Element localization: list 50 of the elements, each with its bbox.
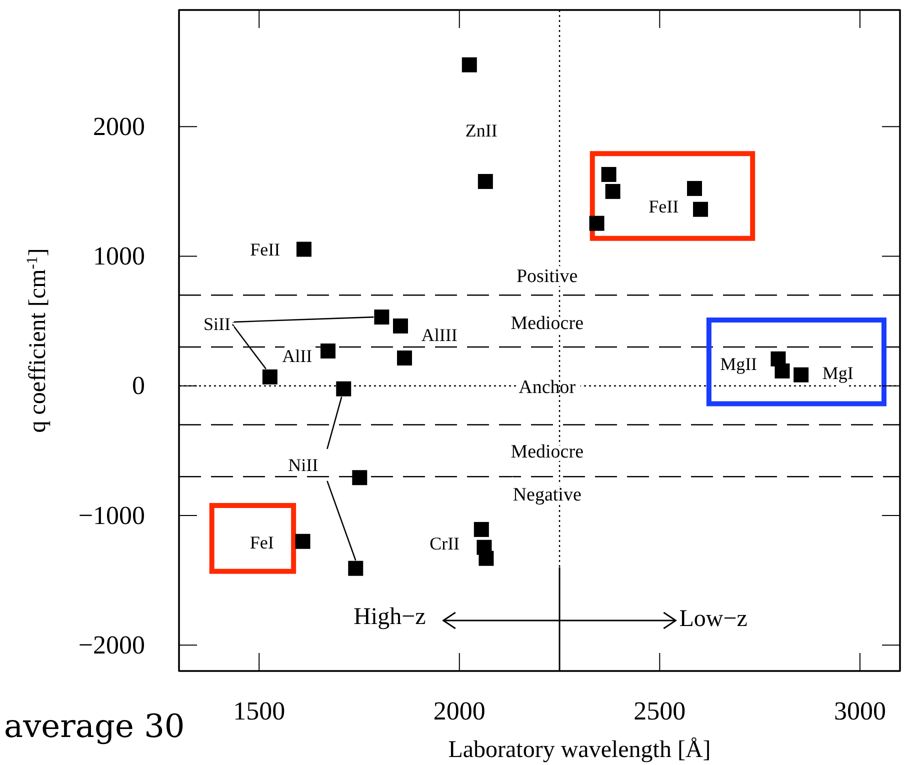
annotation: Low−z xyxy=(679,606,748,632)
annotation: Positive xyxy=(516,266,578,288)
x-tick-label: 3000 xyxy=(834,696,886,726)
x-tick-label: 2000 xyxy=(433,696,486,726)
point xyxy=(478,550,494,566)
point xyxy=(320,344,336,358)
y-tick-label: −1000 xyxy=(78,500,145,530)
point xyxy=(794,367,809,382)
point xyxy=(601,166,616,182)
point xyxy=(589,216,604,231)
point xyxy=(352,470,368,486)
x-tick-label: 1500 xyxy=(233,696,286,726)
annotation: Negative xyxy=(512,484,582,506)
annotation: FeI xyxy=(250,532,274,552)
point xyxy=(348,560,364,576)
annotation: FeII xyxy=(648,196,679,216)
point xyxy=(397,350,412,366)
annotation: NiII xyxy=(288,454,318,475)
annotation: AlIII xyxy=(421,325,458,346)
annotation: AlII xyxy=(282,346,312,366)
annotation: MgI xyxy=(822,362,854,383)
annotation: SiII xyxy=(204,314,231,334)
x-axis-title: Laboratory wavelength [Å] xyxy=(448,737,711,763)
x-tick-label: 2500 xyxy=(634,696,686,726)
annotation: FeII xyxy=(250,239,280,260)
point xyxy=(474,522,489,537)
point xyxy=(605,184,620,199)
point xyxy=(462,57,477,72)
point xyxy=(295,534,310,549)
annotation: Mediocre xyxy=(510,442,584,463)
y-tick-label: 1000 xyxy=(93,242,145,271)
point xyxy=(262,369,278,384)
point xyxy=(296,242,312,257)
y-tick-label: 0 xyxy=(132,371,145,400)
point xyxy=(336,381,352,396)
annotation: MgII xyxy=(720,354,758,374)
text: average 30 xyxy=(4,707,185,745)
annotation: ZnII xyxy=(465,120,498,141)
ref-line-label: Anchor xyxy=(518,376,576,398)
y-tick-label: 2000 xyxy=(93,112,145,141)
point xyxy=(393,318,408,334)
annotation: CrII xyxy=(430,533,460,554)
point xyxy=(693,202,708,217)
point xyxy=(774,363,790,378)
point xyxy=(478,174,493,189)
point xyxy=(374,310,390,325)
y-tick-label: −2000 xyxy=(78,630,145,660)
point xyxy=(687,180,702,196)
annotation: High−z xyxy=(354,604,426,630)
annotation: Mediocre xyxy=(510,313,584,334)
